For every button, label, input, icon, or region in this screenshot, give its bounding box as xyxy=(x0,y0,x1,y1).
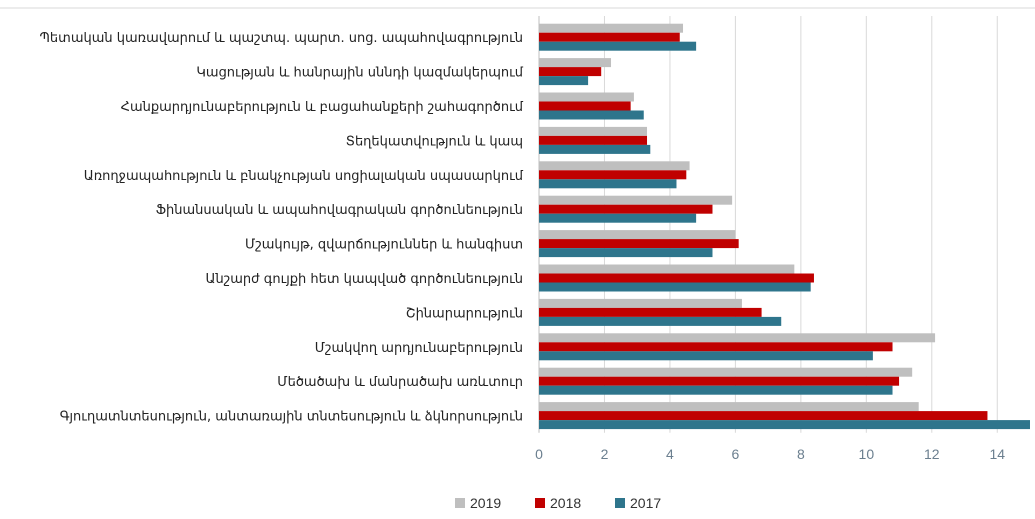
bar-2019 xyxy=(539,161,690,171)
x-tick-label: 4 xyxy=(666,446,674,462)
category-label: Շինարարություն xyxy=(406,306,523,321)
legend-swatch-2018 xyxy=(535,498,545,508)
bar-2018 xyxy=(539,204,713,214)
category-label: Պետական կառավարում և պաշտպ. պարտ. սոց. ա… xyxy=(40,31,523,46)
category-label: Տեղեկատվություն և կապ xyxy=(346,134,523,149)
category-label: Առողջապահություն և բնակչության սոցիալակա… xyxy=(84,169,524,184)
category-label: Հանքարդյունաբերություն և բացահանքերի շահ… xyxy=(121,100,524,115)
bar-2018 xyxy=(539,411,988,421)
grid-layer xyxy=(0,7,1035,433)
bar-2018 xyxy=(539,307,762,317)
bar-2017 xyxy=(539,179,677,189)
x-tick-label: 6 xyxy=(732,446,740,462)
bar-2018 xyxy=(539,170,687,180)
category-label: Մեծածախ և մանրածախ առևտուր xyxy=(277,375,523,390)
bar-2018 xyxy=(539,239,739,249)
legend: 2019 2018 2017 xyxy=(455,495,661,511)
x-tick-label: 10 xyxy=(859,446,875,462)
bar-2017 xyxy=(539,213,697,223)
category-label: Կացության և հանրային սննդի կազմակերպում xyxy=(196,66,523,81)
bar-2019 xyxy=(539,92,634,102)
bar-2019 xyxy=(539,58,612,68)
legend-swatch-2017 xyxy=(615,498,625,508)
bar-2017 xyxy=(539,41,697,51)
bar-2019 xyxy=(539,298,742,308)
x-tick-label: 12 xyxy=(924,446,940,462)
category-label: Անշարժ գույքի հետ կապված գործունեություն xyxy=(206,272,523,287)
legend-swatch-2019 xyxy=(455,498,465,508)
bar-2019 xyxy=(539,264,795,274)
category-label: Մշակույթ, զվարճություններ և հանգիստ xyxy=(245,238,523,253)
category-label: Ֆինանսական և ապահովագրական գործունեությո… xyxy=(156,203,523,218)
category-labels: Պետական կառավարում և պաշտպ. պարտ. սոց. ա… xyxy=(40,31,524,424)
bar-2019 xyxy=(539,230,736,240)
bars-layer xyxy=(539,23,1030,430)
bar-2019 xyxy=(539,195,733,205)
bar-2019 xyxy=(539,126,648,136)
bar-2017 xyxy=(539,248,713,258)
x-axis-ticks: 0 2 4 6 8 10 12 14 xyxy=(535,446,1005,462)
bar-2017 xyxy=(539,420,1030,430)
x-tick-label: 8 xyxy=(797,446,805,462)
bar-2017 xyxy=(539,282,811,292)
category-label: Մշակվող արդյունաբերություն xyxy=(315,341,523,356)
bar-2018 xyxy=(539,101,631,111)
bar-2018 xyxy=(539,32,680,42)
bar-2018 xyxy=(539,342,893,352)
bar-2017 xyxy=(539,385,893,395)
bar-2018 xyxy=(539,376,900,386)
bar-2017 xyxy=(539,316,782,326)
bar-2019 xyxy=(539,23,684,33)
bar-2017 xyxy=(539,76,589,86)
bar-2018 xyxy=(539,67,602,77)
legend-label-2018: 2018 xyxy=(550,495,581,511)
bar-2018 xyxy=(539,135,648,145)
category-label: Գյուղատնտեսություն, անտառային տնտեսությո… xyxy=(60,410,523,425)
x-tick-label: 14 xyxy=(989,446,1005,462)
bar-2017 xyxy=(539,144,651,154)
bar-2017 xyxy=(539,351,873,361)
x-tick-label: 0 xyxy=(535,446,543,462)
bar-2017 xyxy=(539,110,644,120)
bar-2019 xyxy=(539,333,936,343)
x-tick-label: 2 xyxy=(601,446,609,462)
bar-2019 xyxy=(539,367,913,377)
bar-2019 xyxy=(539,402,919,412)
legend-label-2017: 2017 xyxy=(630,495,661,511)
bar-2018 xyxy=(539,273,814,283)
legend-label-2019: 2019 xyxy=(470,495,501,511)
